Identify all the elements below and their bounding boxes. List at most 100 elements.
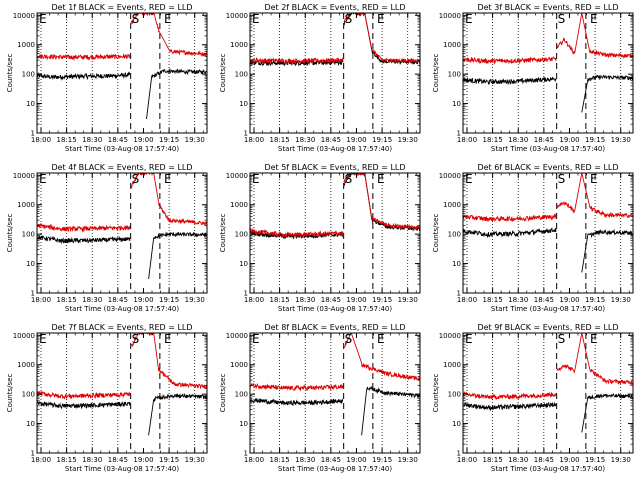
- x-tick-label: 18:45: [108, 296, 128, 304]
- panel-title: Det 2f BLACK = Events, RED = LLD: [264, 3, 405, 12]
- series-lld-line: [250, 56, 344, 65]
- panel-title: Det 5f BLACK = Events, RED = LLD: [264, 163, 405, 172]
- y-axis-label: Counts/sec: [6, 54, 14, 93]
- x-tick-label: 18:15: [270, 136, 290, 144]
- x-tick-label: 19:15: [159, 456, 179, 464]
- y-tick-label: 1: [457, 130, 461, 138]
- x-axis-label: Start Time (03-Aug-08 17:57:40): [65, 465, 179, 473]
- interval-marker-1: S: [558, 332, 566, 346]
- y-tick-label: 100: [235, 231, 248, 239]
- y-tick-label: 10: [239, 100, 248, 108]
- y-tick-label: 10000: [439, 12, 461, 20]
- series-lld-line: [463, 391, 557, 401]
- y-tick-label: 100: [448, 391, 461, 399]
- x-tick-label: 18:00: [457, 296, 477, 304]
- y-tick-label: 10: [26, 420, 35, 428]
- y-tick-label: 1: [244, 290, 248, 298]
- x-tick-label: 18:15: [57, 456, 77, 464]
- x-tick-label: 19:15: [159, 136, 179, 144]
- y-axis-label: Counts/sec: [219, 374, 227, 413]
- y-tick-label: 10: [239, 260, 248, 268]
- x-tick-label: 19:30: [611, 456, 631, 464]
- interval-marker-1: S: [345, 332, 353, 346]
- y-tick-label: 10000: [226, 172, 248, 180]
- x-tick-label: 18:30: [508, 136, 528, 144]
- x-axis-label: Start Time (03-Aug-08 17:57:40): [491, 465, 605, 473]
- x-tick-label: 18:30: [82, 456, 102, 464]
- x-tick-label: 18:45: [321, 136, 341, 144]
- y-tick-label: 1: [457, 290, 461, 298]
- y-axis-label: Counts/sec: [219, 214, 227, 253]
- x-tick-label: 19:30: [611, 136, 631, 144]
- y-tick-label: 1000: [230, 361, 248, 369]
- y-tick-label: 10: [26, 100, 35, 108]
- y-axis-label: Counts/sec: [6, 214, 14, 253]
- interval-marker-2: E: [377, 172, 385, 186]
- series-lld-line: [463, 55, 557, 65]
- x-tick-label: 18:30: [508, 456, 528, 464]
- x-tick-label: 18:30: [82, 296, 102, 304]
- y-tick-label: 10: [239, 420, 248, 428]
- x-tick-label: 18:15: [270, 296, 290, 304]
- y-tick-label: 1000: [230, 41, 248, 49]
- series-events-line: [148, 231, 207, 280]
- series-events-line: [581, 228, 633, 273]
- panel-title: Det 6f BLACK = Events, RED = LLD: [477, 163, 618, 172]
- y-tick-label: 1000: [17, 41, 35, 49]
- series-events-line: [463, 227, 557, 239]
- x-tick-label: 18:00: [457, 456, 477, 464]
- panel-frame: [249, 332, 421, 454]
- y-tick-label: 100: [235, 391, 248, 399]
- interval-marker-0: E: [252, 172, 260, 186]
- x-tick-label: 18:45: [321, 456, 341, 464]
- y-tick-label: 1: [457, 450, 461, 458]
- y-tick-label: 10000: [13, 12, 35, 20]
- x-tick-label: 18:45: [534, 136, 554, 144]
- x-tick-label: 18:00: [457, 136, 477, 144]
- x-tick-label: 19:15: [585, 456, 605, 464]
- x-axis-label: Start Time (03-Aug-08 17:57:40): [278, 465, 392, 473]
- x-tick-label: 18:15: [483, 296, 503, 304]
- x-tick-label: 18:45: [534, 456, 554, 464]
- panel-title: Det 4f BLACK = Events, RED = LLD: [51, 163, 192, 172]
- x-tick-label: 18:00: [31, 136, 51, 144]
- panel-frame: [249, 172, 421, 294]
- x-tick-label: 19:15: [372, 456, 392, 464]
- panel-title: Det 1f BLACK = Events, RED = LLD: [51, 3, 192, 12]
- interval-marker-2: E: [590, 172, 598, 186]
- x-tick-label: 19:30: [185, 136, 205, 144]
- x-tick-label: 19:15: [372, 296, 392, 304]
- series-events-line: [37, 71, 131, 81]
- x-tick-label: 18:45: [534, 296, 554, 304]
- interval-marker-2: E: [590, 332, 598, 346]
- y-axis-label: Counts/sec: [432, 54, 440, 93]
- x-axis-label: Start Time (03-Aug-08 17:57:40): [278, 305, 392, 313]
- x-tick-label: 18:30: [295, 136, 315, 144]
- x-axis-label: Start Time (03-Aug-08 17:57:40): [491, 305, 605, 313]
- x-tick-label: 18:15: [57, 136, 77, 144]
- y-tick-label: 1: [31, 130, 35, 138]
- y-tick-label: 1: [244, 450, 248, 458]
- interval-marker-2: E: [590, 12, 598, 26]
- interval-marker-0: E: [39, 172, 47, 186]
- series-lld-line: [37, 390, 131, 400]
- series-events-line: [361, 385, 420, 436]
- y-tick-label: 1000: [443, 201, 461, 209]
- x-tick-label: 19:30: [185, 456, 205, 464]
- y-tick-label: 100: [22, 391, 35, 399]
- x-tick-label: 18:00: [244, 296, 264, 304]
- panel-frame: [36, 332, 208, 454]
- series-events-line: [581, 392, 633, 433]
- x-tick-label: 19:30: [398, 456, 418, 464]
- x-tick-label: 18:00: [244, 136, 264, 144]
- x-tick-label: 18:30: [295, 296, 315, 304]
- x-tick-label: 19:30: [398, 136, 418, 144]
- x-tick-label: 19:00: [346, 456, 366, 464]
- x-axis-label: Start Time (03-Aug-08 17:57:40): [65, 145, 179, 153]
